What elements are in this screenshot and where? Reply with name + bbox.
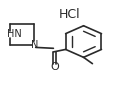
Text: N: N xyxy=(31,40,38,50)
Text: HCl: HCl xyxy=(59,8,81,21)
Text: O: O xyxy=(50,62,59,72)
Text: HN: HN xyxy=(7,29,21,39)
